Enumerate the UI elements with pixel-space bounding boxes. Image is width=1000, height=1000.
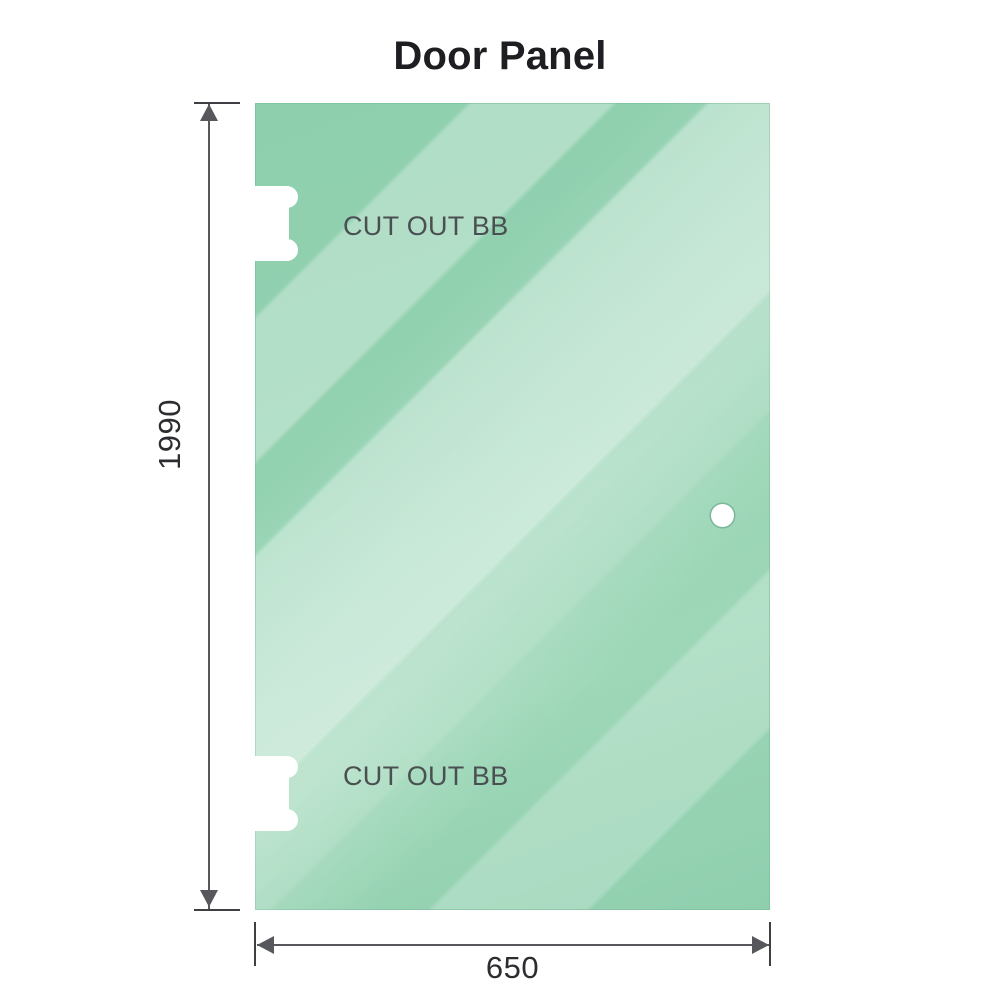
extension-line-left xyxy=(254,922,256,966)
extension-line-bottom xyxy=(194,909,240,911)
arrow-up-icon xyxy=(200,104,218,121)
extension-line-right xyxy=(769,922,771,966)
cutout-notch-bottom xyxy=(255,752,301,835)
dimension-line-height xyxy=(208,104,210,909)
dimension-value-width: 650 xyxy=(485,950,540,985)
cutout-label-bottom: CUT OUT BB xyxy=(343,761,509,791)
cutout-notch-top xyxy=(255,182,301,265)
extension-line-top xyxy=(194,102,240,104)
cutout-label-top: CUT OUT BB xyxy=(343,211,509,241)
panel-glass-surface xyxy=(255,103,770,910)
dimension-value-height: 1990 xyxy=(152,399,187,470)
arrow-left-icon xyxy=(257,936,274,954)
dimension-line-width xyxy=(257,944,769,946)
arrow-right-icon xyxy=(752,936,769,954)
drill-hole-icon xyxy=(711,504,734,527)
door-panel: CUT OUT BB CUT OUT BB xyxy=(255,103,770,910)
arrow-down-icon xyxy=(200,890,218,907)
page-title: Door Panel xyxy=(393,34,607,78)
